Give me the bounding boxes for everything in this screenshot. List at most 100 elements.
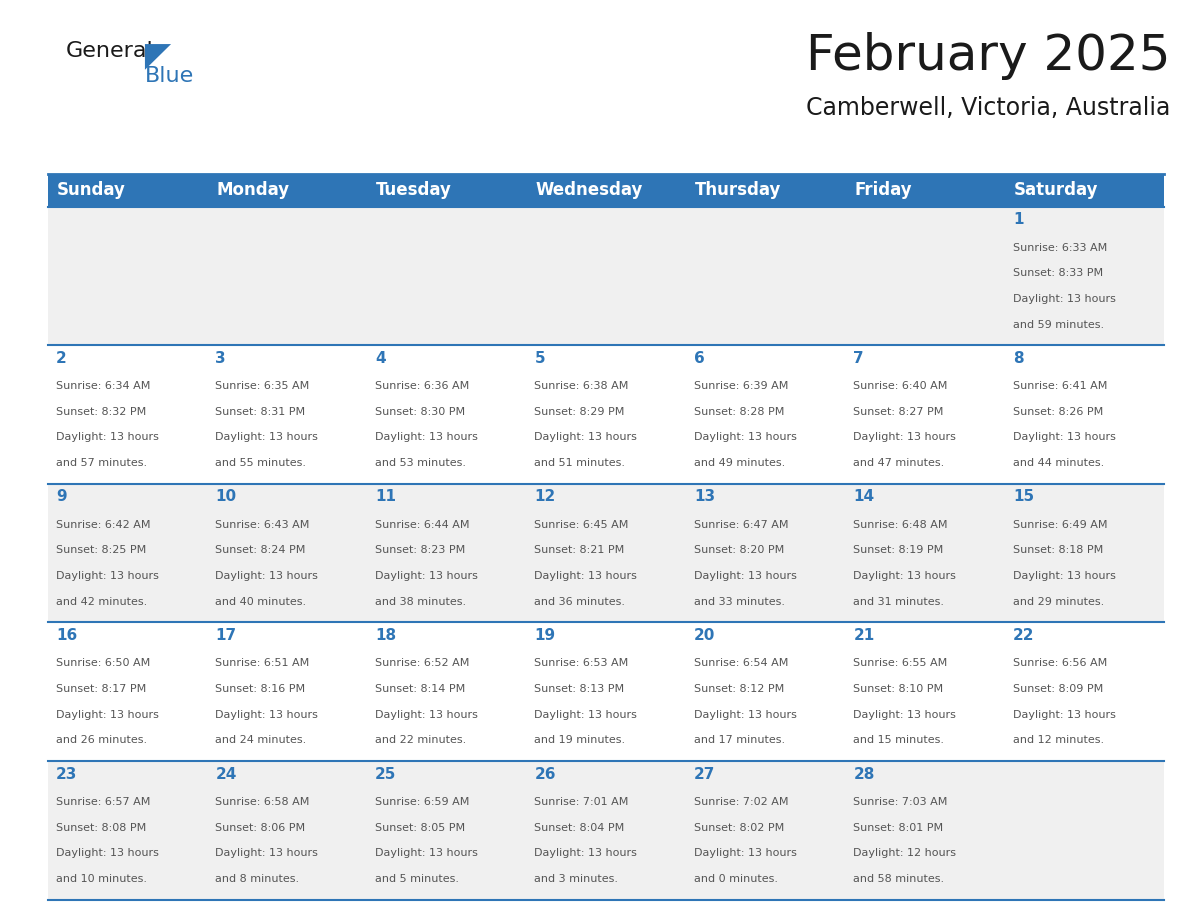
Text: and 47 minutes.: and 47 minutes.: [853, 458, 944, 468]
Text: Sunrise: 6:54 AM: Sunrise: 6:54 AM: [694, 658, 789, 668]
Bar: [1005, 622, 1164, 761]
Text: Sunset: 8:32 PM: Sunset: 8:32 PM: [56, 407, 146, 417]
Text: Daylight: 13 hours: Daylight: 13 hours: [56, 571, 159, 581]
Text: Sunrise: 6:50 AM: Sunrise: 6:50 AM: [56, 658, 150, 668]
Text: Sunrise: 6:45 AM: Sunrise: 6:45 AM: [535, 520, 628, 530]
Text: Sunrise: 6:53 AM: Sunrise: 6:53 AM: [535, 658, 628, 668]
Bar: [207, 761, 367, 900]
Text: Sunrise: 6:56 AM: Sunrise: 6:56 AM: [1013, 658, 1107, 668]
Bar: [526, 345, 685, 484]
Bar: [845, 484, 1005, 622]
Bar: [48, 207, 207, 345]
Text: Daylight: 13 hours: Daylight: 13 hours: [375, 432, 478, 442]
Text: and 29 minutes.: and 29 minutes.: [1013, 597, 1105, 607]
Text: and 58 minutes.: and 58 minutes.: [853, 874, 944, 884]
Text: Sunrise: 6:47 AM: Sunrise: 6:47 AM: [694, 520, 789, 530]
Text: 27: 27: [694, 767, 715, 781]
Text: 13: 13: [694, 489, 715, 504]
Bar: [685, 207, 845, 345]
Text: Sunrise: 7:01 AM: Sunrise: 7:01 AM: [535, 797, 628, 807]
Text: Sunset: 8:16 PM: Sunset: 8:16 PM: [215, 684, 305, 694]
Bar: [1005, 761, 1164, 900]
Text: Sunset: 8:09 PM: Sunset: 8:09 PM: [1013, 684, 1104, 694]
Text: Daylight: 13 hours: Daylight: 13 hours: [375, 710, 478, 720]
Text: Tuesday: Tuesday: [377, 182, 451, 199]
Text: Sunrise: 6:55 AM: Sunrise: 6:55 AM: [853, 658, 948, 668]
Text: 24: 24: [215, 767, 236, 781]
Text: Daylight: 13 hours: Daylight: 13 hours: [694, 710, 797, 720]
Text: 14: 14: [853, 489, 874, 504]
Text: Daylight: 13 hours: Daylight: 13 hours: [215, 710, 318, 720]
Text: and 10 minutes.: and 10 minutes.: [56, 874, 147, 884]
Bar: [367, 207, 526, 345]
Bar: [845, 761, 1005, 900]
Bar: [367, 484, 526, 622]
Text: Daylight: 13 hours: Daylight: 13 hours: [56, 848, 159, 858]
Text: Daylight: 13 hours: Daylight: 13 hours: [56, 710, 159, 720]
Text: and 31 minutes.: and 31 minutes.: [853, 597, 944, 607]
Bar: [685, 484, 845, 622]
Text: Sunset: 8:08 PM: Sunset: 8:08 PM: [56, 823, 146, 833]
Text: 26: 26: [535, 767, 556, 781]
Text: Sunset: 8:28 PM: Sunset: 8:28 PM: [694, 407, 784, 417]
Text: Daylight: 13 hours: Daylight: 13 hours: [535, 571, 637, 581]
Bar: [1005, 207, 1164, 345]
Text: Daylight: 13 hours: Daylight: 13 hours: [535, 710, 637, 720]
Text: Daylight: 13 hours: Daylight: 13 hours: [694, 432, 797, 442]
Text: February 2025: February 2025: [805, 32, 1170, 80]
Text: Daylight: 13 hours: Daylight: 13 hours: [1013, 571, 1116, 581]
Text: 6: 6: [694, 351, 704, 365]
Text: Sunrise: 6:38 AM: Sunrise: 6:38 AM: [535, 381, 628, 391]
Text: 23: 23: [56, 767, 77, 781]
Text: Sunset: 8:01 PM: Sunset: 8:01 PM: [853, 823, 943, 833]
Text: Sunrise: 6:57 AM: Sunrise: 6:57 AM: [56, 797, 150, 807]
Text: Sunrise: 7:03 AM: Sunrise: 7:03 AM: [853, 797, 948, 807]
Bar: [1005, 484, 1164, 622]
Text: Sunrise: 6:34 AM: Sunrise: 6:34 AM: [56, 381, 150, 391]
Text: Sunrise: 6:59 AM: Sunrise: 6:59 AM: [375, 797, 469, 807]
Text: Daylight: 13 hours: Daylight: 13 hours: [694, 571, 797, 581]
Text: Daylight: 13 hours: Daylight: 13 hours: [535, 432, 637, 442]
Text: Daylight: 13 hours: Daylight: 13 hours: [853, 710, 956, 720]
Text: and 17 minutes.: and 17 minutes.: [694, 735, 785, 745]
Text: 11: 11: [375, 489, 396, 504]
Text: Daylight: 13 hours: Daylight: 13 hours: [375, 571, 478, 581]
Bar: [207, 207, 367, 345]
Text: and 24 minutes.: and 24 minutes.: [215, 735, 307, 745]
Text: 22: 22: [1013, 628, 1035, 643]
Text: and 57 minutes.: and 57 minutes.: [56, 458, 147, 468]
Text: and 0 minutes.: and 0 minutes.: [694, 874, 778, 884]
Text: Sunrise: 6:41 AM: Sunrise: 6:41 AM: [1013, 381, 1107, 391]
Text: and 42 minutes.: and 42 minutes.: [56, 597, 147, 607]
Text: and 8 minutes.: and 8 minutes.: [215, 874, 299, 884]
Text: Wednesday: Wednesday: [536, 182, 643, 199]
Text: Sunset: 8:04 PM: Sunset: 8:04 PM: [535, 823, 625, 833]
Text: Sunset: 8:13 PM: Sunset: 8:13 PM: [535, 684, 625, 694]
Text: Camberwell, Victoria, Australia: Camberwell, Victoria, Australia: [805, 96, 1170, 120]
Text: and 55 minutes.: and 55 minutes.: [215, 458, 307, 468]
Text: Daylight: 13 hours: Daylight: 13 hours: [215, 571, 318, 581]
Text: and 38 minutes.: and 38 minutes.: [375, 597, 466, 607]
Text: Sunset: 8:27 PM: Sunset: 8:27 PM: [853, 407, 944, 417]
Text: Sunset: 8:26 PM: Sunset: 8:26 PM: [1013, 407, 1104, 417]
Bar: [845, 622, 1005, 761]
Text: and 51 minutes.: and 51 minutes.: [535, 458, 625, 468]
Text: Sunrise: 7:02 AM: Sunrise: 7:02 AM: [694, 797, 789, 807]
Bar: [367, 345, 526, 484]
Bar: [1005, 345, 1164, 484]
Text: Sunrise: 6:40 AM: Sunrise: 6:40 AM: [853, 381, 948, 391]
Text: 15: 15: [1013, 489, 1034, 504]
Text: Blue: Blue: [145, 66, 194, 86]
Text: and 12 minutes.: and 12 minutes.: [1013, 735, 1104, 745]
Text: and 59 minutes.: and 59 minutes.: [1013, 319, 1104, 330]
Text: Daylight: 13 hours: Daylight: 13 hours: [853, 432, 956, 442]
Text: Sunset: 8:29 PM: Sunset: 8:29 PM: [535, 407, 625, 417]
Bar: [526, 761, 685, 900]
Text: Sunrise: 6:39 AM: Sunrise: 6:39 AM: [694, 381, 789, 391]
Text: and 3 minutes.: and 3 minutes.: [535, 874, 619, 884]
Text: Sunrise: 6:36 AM: Sunrise: 6:36 AM: [375, 381, 469, 391]
Bar: [48, 345, 207, 484]
Text: Sunset: 8:10 PM: Sunset: 8:10 PM: [853, 684, 943, 694]
Text: Sunrise: 6:51 AM: Sunrise: 6:51 AM: [215, 658, 310, 668]
Text: Sunrise: 6:43 AM: Sunrise: 6:43 AM: [215, 520, 310, 530]
